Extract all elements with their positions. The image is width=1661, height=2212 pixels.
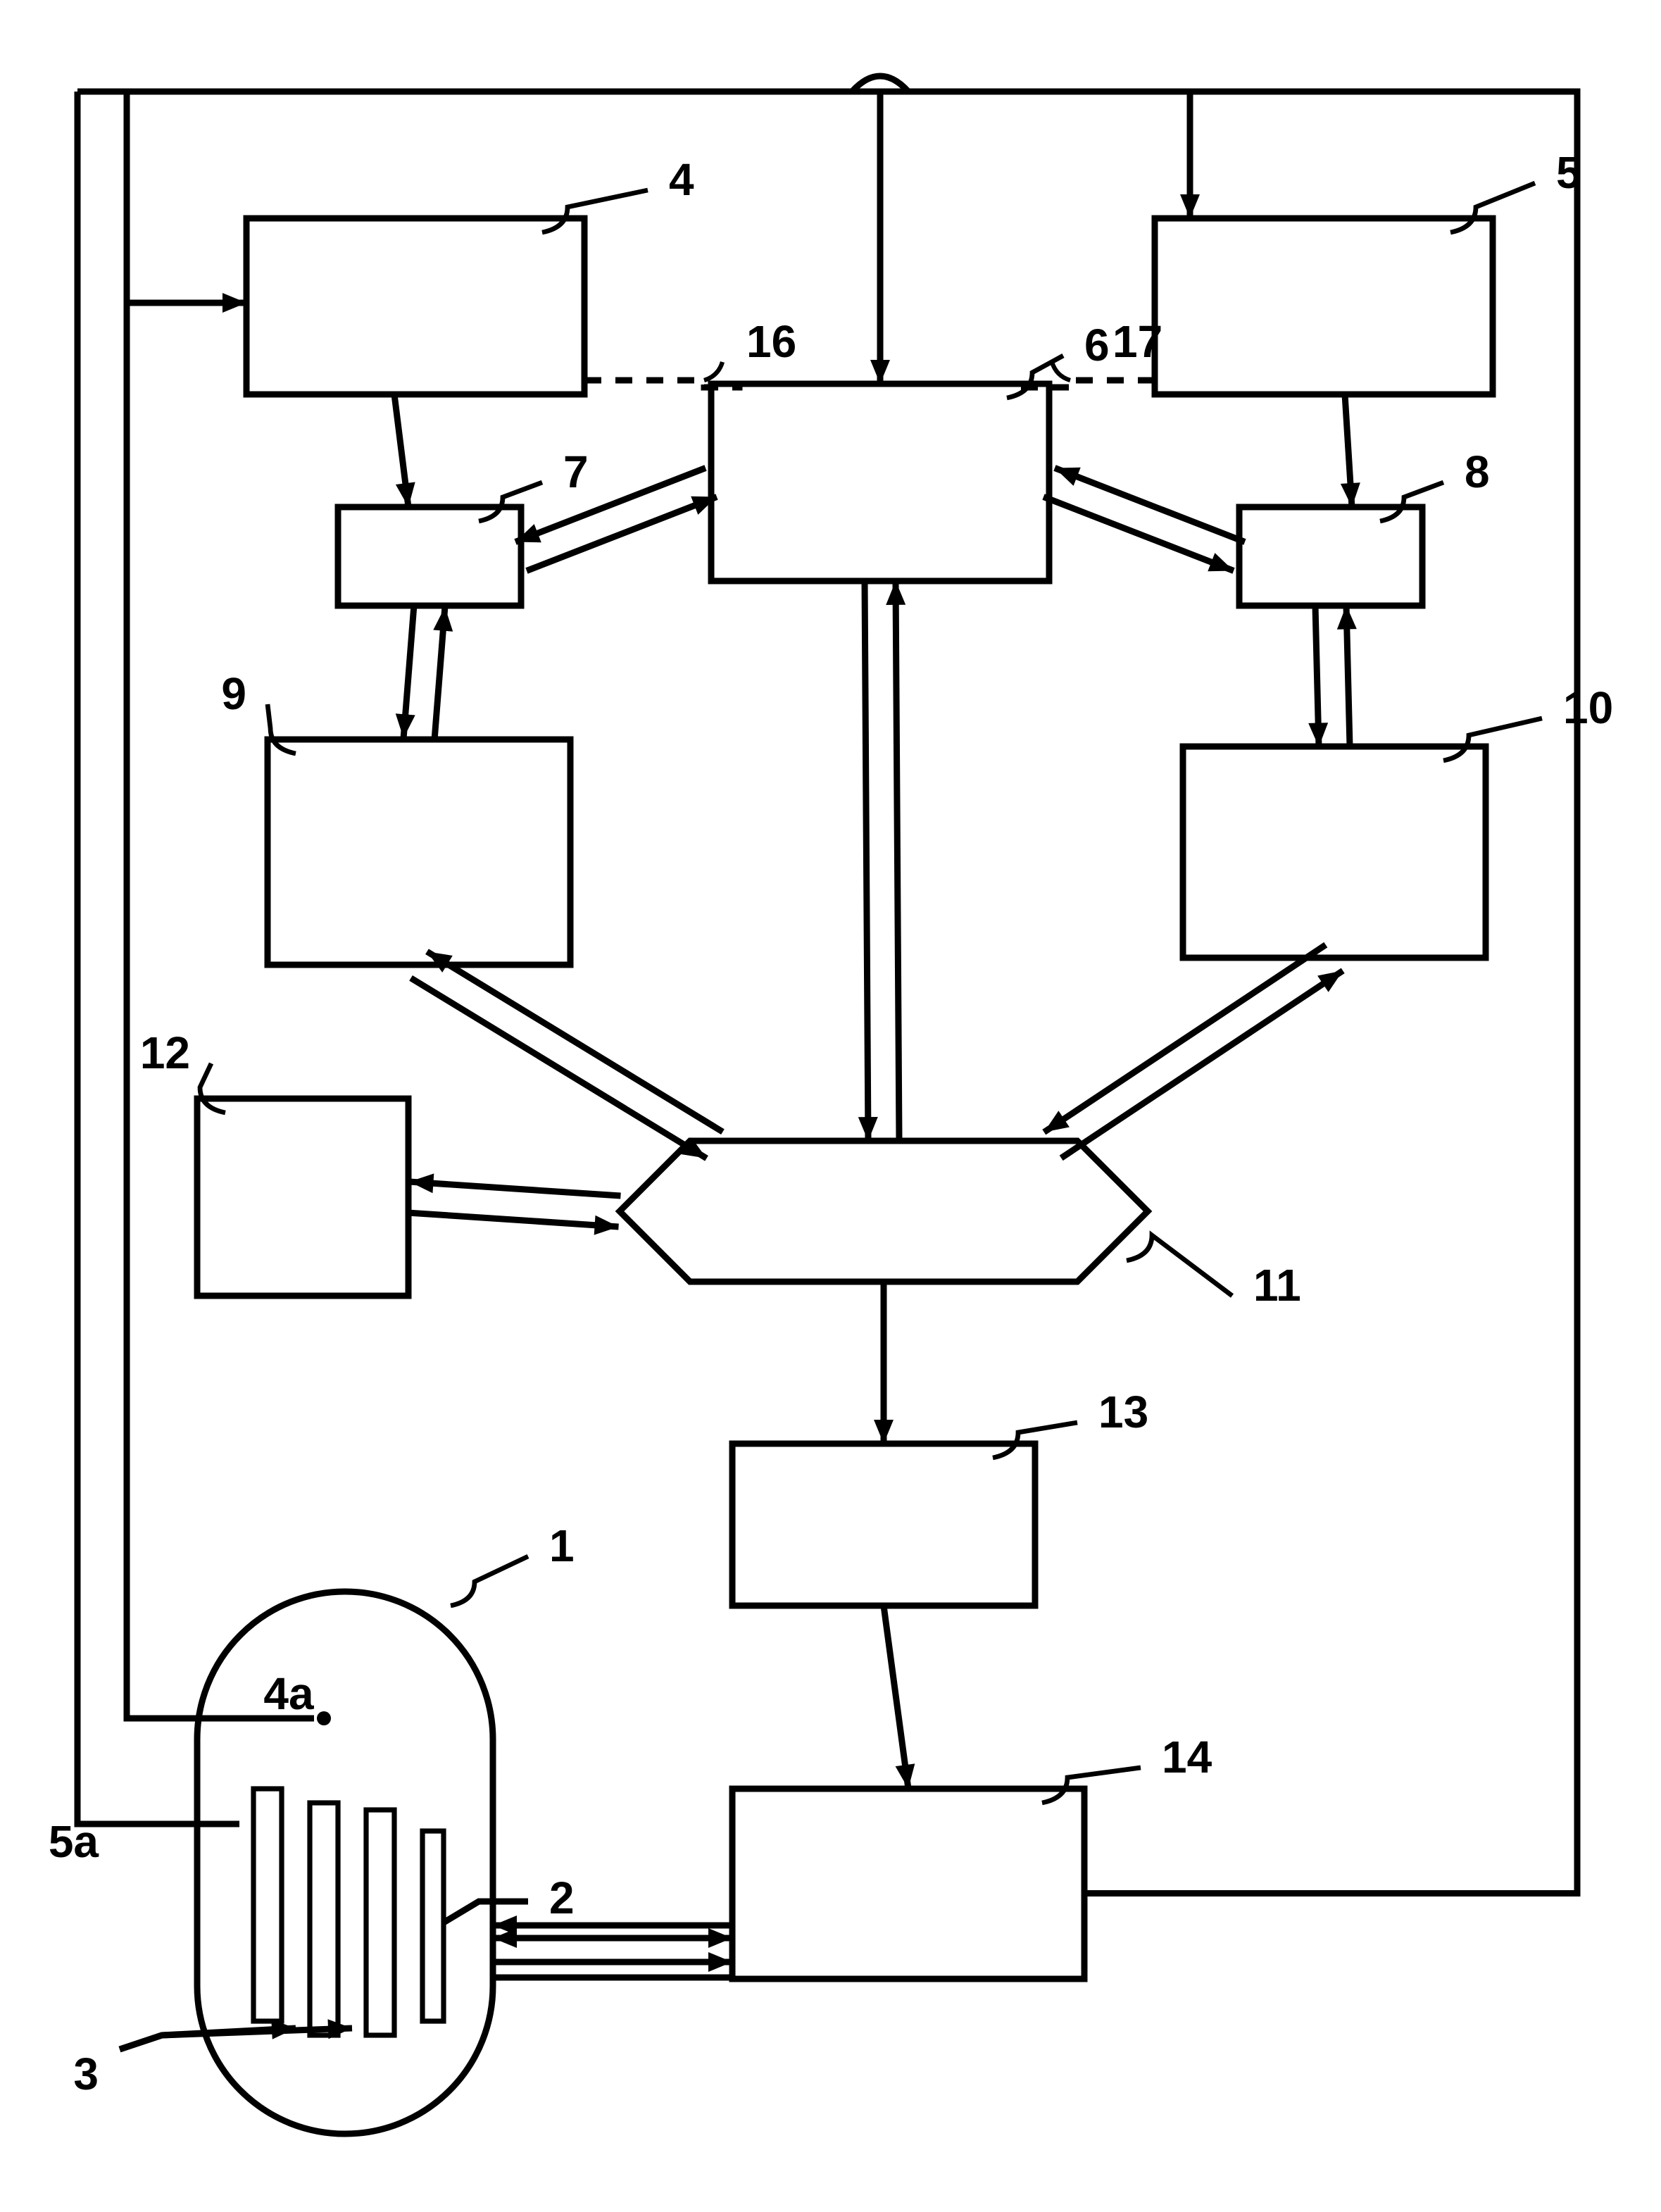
block-b13 — [732, 1444, 1035, 1606]
svg-text:8: 8 — [1465, 446, 1490, 497]
fuel-rod — [253, 1789, 282, 2021]
svg-text:4a: 4a — [263, 1668, 314, 1719]
block-b9 — [268, 739, 570, 965]
fuel-rod — [366, 1810, 394, 2035]
svg-text:4: 4 — [669, 154, 694, 205]
svg-text:10: 10 — [1563, 682, 1613, 733]
svg-text:11: 11 — [1253, 1260, 1301, 1311]
block-diagram: 4567891012111314234a5a11617 — [0, 0, 1661, 2212]
block-b4 — [246, 218, 584, 394]
svg-text:9: 9 — [221, 668, 246, 719]
block-b6 — [711, 384, 1049, 581]
svg-text:1: 1 — [549, 1520, 575, 1571]
block-b11 — [620, 1141, 1148, 1282]
block-b8 — [1239, 507, 1422, 606]
reactor-vessel — [197, 1592, 493, 2134]
svg-text:6: 6 — [1084, 320, 1110, 370]
svg-text:13: 13 — [1098, 1387, 1148, 1437]
svg-text:16: 16 — [746, 316, 796, 367]
probe-4a — [317, 1711, 331, 1725]
svg-text:7: 7 — [563, 446, 589, 497]
fuel-rod — [310, 1803, 338, 2035]
block-b12 — [197, 1099, 408, 1296]
block-b10 — [1183, 746, 1486, 958]
block-b5 — [1155, 218, 1493, 394]
svg-text:14: 14 — [1162, 1732, 1212, 1782]
svg-text:17: 17 — [1112, 316, 1162, 367]
block-b14 — [732, 1789, 1084, 1979]
svg-text:3: 3 — [73, 2049, 99, 2099]
svg-text:12: 12 — [140, 1027, 190, 1078]
svg-text:2: 2 — [549, 1873, 575, 1923]
fuel-rod — [422, 1831, 444, 2021]
block-b7 — [338, 507, 521, 606]
